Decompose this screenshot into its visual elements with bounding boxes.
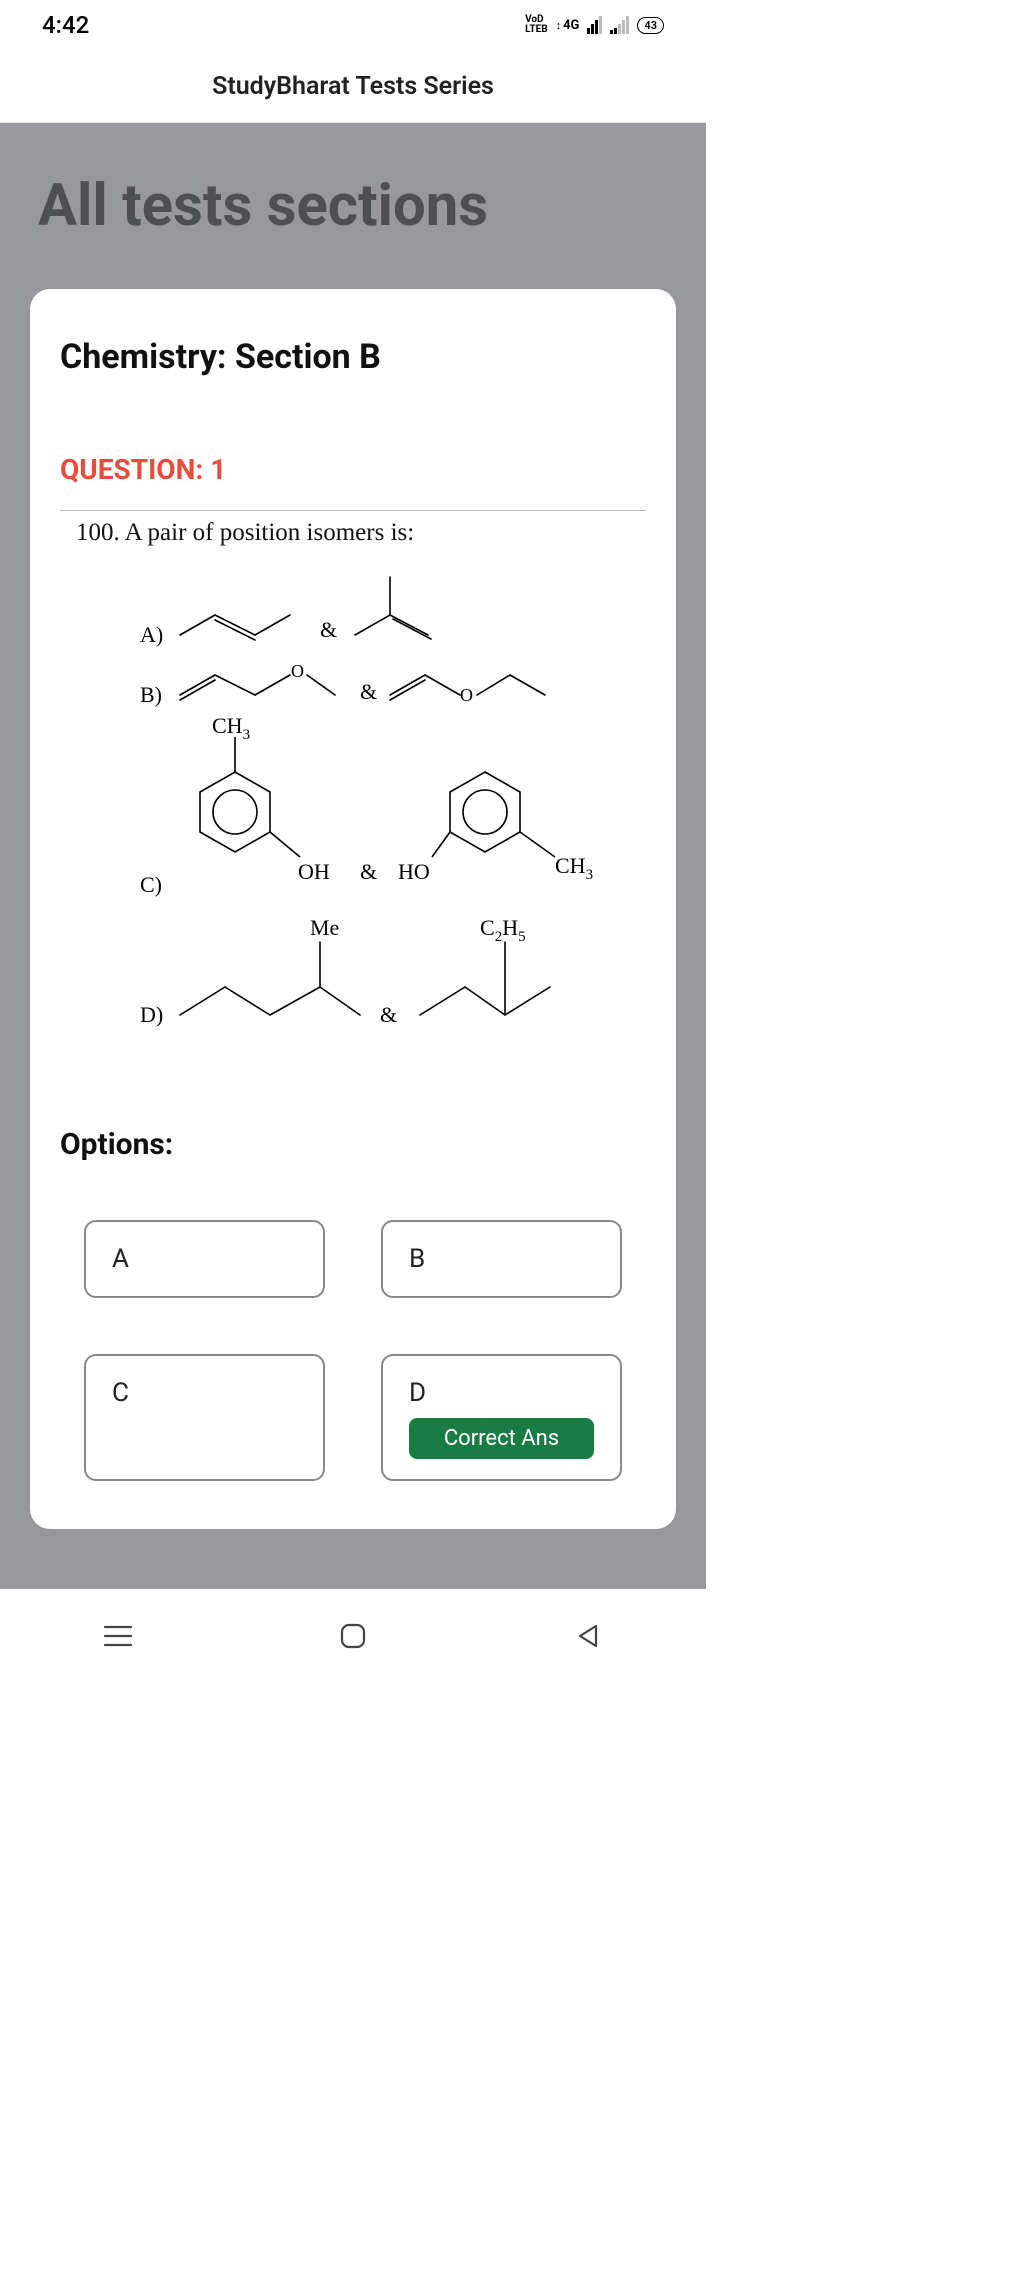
question-content: 100. A pair of position isomers is: A) xyxy=(60,510,646,1087)
options-title: Options: xyxy=(60,1127,646,1162)
amp-a: & xyxy=(320,617,337,642)
opt-a-label: A) xyxy=(140,622,163,647)
recent-apps-button[interactable] xyxy=(100,1618,136,1654)
battery-indicator: 43 xyxy=(637,17,664,34)
signal-bars-2 xyxy=(610,16,629,34)
home-button[interactable] xyxy=(335,1618,371,1654)
options-grid: A B C D Correct Ans xyxy=(60,1220,646,1481)
page-body: All tests sections Chemistry: Section B … xyxy=(0,123,706,1589)
question-number: 1 xyxy=(210,453,226,486)
oh-label: OH xyxy=(298,859,330,884)
card-title: Chemistry: Section B xyxy=(60,337,646,377)
app-header-title: StudyBharat Tests Series xyxy=(212,72,494,101)
system-nav-bar xyxy=(0,1589,706,1684)
amp-b: & xyxy=(360,679,377,704)
question-text: 100. A pair of position isomers is: xyxy=(60,510,646,547)
svg-text:O: O xyxy=(460,685,473,705)
page-title: All tests sections xyxy=(0,123,706,239)
signal-bars-1 xyxy=(587,16,602,34)
amp-c: & xyxy=(360,859,377,884)
ho-label: HO xyxy=(398,859,430,884)
net-label-1b: LTEB xyxy=(525,25,548,35)
status-right: VoD LTEB ↕ 4G 43 xyxy=(525,15,664,35)
question-label-prefix: QUESTION: xyxy=(60,453,210,486)
back-button[interactable] xyxy=(570,1618,606,1654)
correct-answer-badge: Correct Ans xyxy=(409,1418,594,1459)
status-time: 4:42 xyxy=(42,11,89,39)
ch3-1: CH3 xyxy=(212,713,250,743)
net-4g: ↕ 4G xyxy=(556,19,580,32)
option-a-label: A xyxy=(112,1244,297,1274)
opt-d-label: D) xyxy=(140,1002,163,1027)
question-label: QUESTION: 1 xyxy=(60,453,646,486)
chemistry-diagram: A) & xyxy=(60,557,620,1087)
ch3-2: CH3 xyxy=(555,853,593,883)
option-c[interactable]: C xyxy=(84,1354,325,1481)
option-c-label: C xyxy=(112,1378,297,1408)
option-a[interactable]: A xyxy=(84,1220,325,1298)
network-label: VoD LTEB xyxy=(525,15,548,35)
c2h5-label: C2H5 xyxy=(480,915,526,945)
option-b[interactable]: B xyxy=(381,1220,622,1298)
status-bar: 4:42 VoD LTEB ↕ 4G 43 xyxy=(0,0,706,50)
question-card: Chemistry: Section B QUESTION: 1 100. A … xyxy=(30,289,676,1529)
opt-c-label: C) xyxy=(140,872,162,897)
me-label: Me xyxy=(310,915,339,940)
amp-d: & xyxy=(380,1002,397,1027)
option-b-label: B xyxy=(409,1244,594,1274)
option-d-label: D xyxy=(409,1378,594,1408)
opt-b-label: B) xyxy=(140,682,162,707)
option-d[interactable]: D Correct Ans xyxy=(381,1354,622,1481)
app-header: StudyBharat Tests Series xyxy=(0,50,706,123)
svg-text:O: O xyxy=(291,661,304,681)
